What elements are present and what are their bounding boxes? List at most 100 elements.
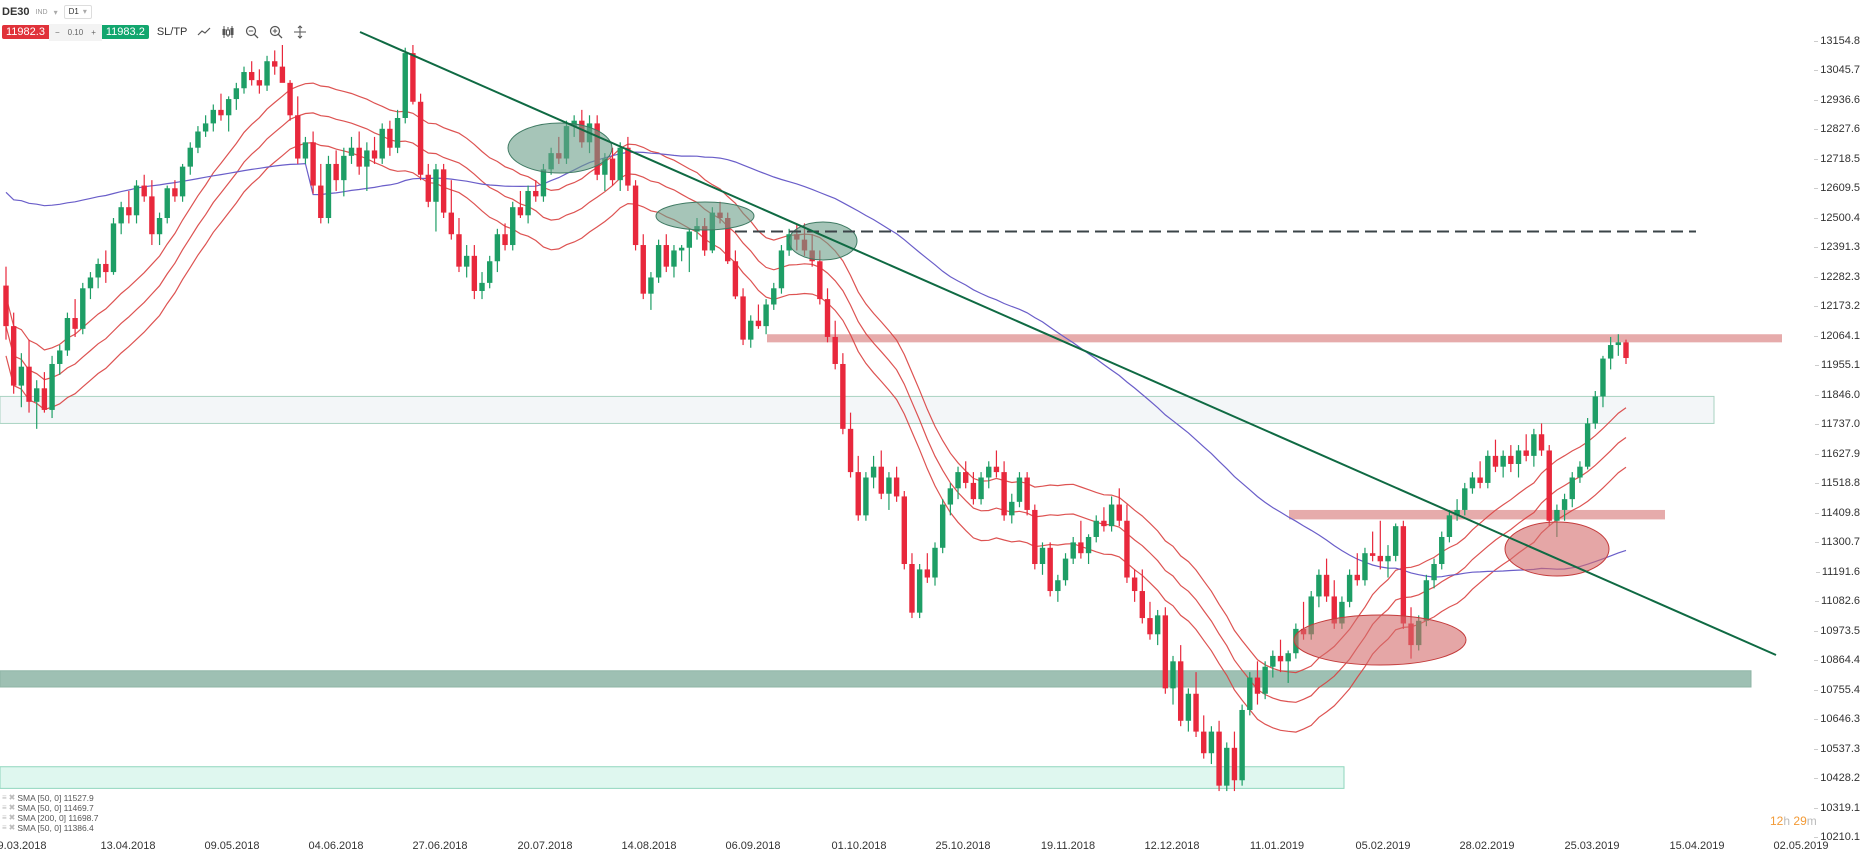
crosshair-icon[interactable] [293,25,307,39]
legend-label: SMA [50, 0] 11386.4 [17,823,94,833]
candle [939,504,946,548]
close-icon[interactable]: ✖ [8,813,16,822]
candle [471,255,478,291]
candle [1216,731,1222,786]
date-tick: 06.09.2018 [725,840,781,852]
candle [1062,558,1069,581]
sell-button[interactable]: 11982.3 [2,25,49,39]
candle [87,277,94,289]
candle [671,250,677,267]
zone-light [0,395,1715,424]
date-tick: 13.04.2018 [100,840,156,852]
candle [1247,677,1253,710]
candle [463,255,470,267]
candle [1339,601,1345,624]
candle [1177,661,1184,721]
candle [1208,731,1215,754]
price-axis[interactable]: 13154.8 13045.7 12936.6 12827.6 12718.5 12609… [1808,0,1868,855]
candle [1277,655,1284,662]
lot-plus-button[interactable]: + [91,27,96,37]
legend-item: ≡ ✖ SMA [50, 0] 11469.7 [2,803,99,813]
green-highlight-ellipse [507,122,613,174]
candle [1485,455,1491,483]
sltp-button[interactable]: SL/TP [156,26,188,38]
candle [1569,477,1575,500]
trade-toolbar: DE30 IND ▾ D1 ▾ 11982.3 − 0.10 + 11983.2 … [2,4,307,41]
buy-button[interactable]: 11983.2 [101,25,149,39]
indicator-legend: ≡ ✖ SMA [50, 0] 11527.9 ≡ ✖ SMA [50, 0] 1146… [2,793,99,833]
candle [1024,477,1030,510]
candle [18,366,25,386]
candle [1423,580,1430,621]
candle [1262,666,1268,694]
candle [440,169,447,213]
candle [272,61,278,67]
candle [632,185,639,246]
price-tick: 12609.5 [1814,182,1860,195]
candle [187,147,193,167]
settings-icon[interactable]: ≡ [2,793,7,802]
candle [955,472,961,489]
resistance-band-low [1289,509,1665,520]
candle [80,288,86,329]
symbol-label[interactable]: DE30 [2,6,30,18]
price-tick: 11627.9 [1815,447,1860,460]
candle [1009,501,1015,516]
candle [110,223,117,273]
chevron-down-icon[interactable]: ▾ [53,7,58,17]
candle [947,488,954,505]
instrument-type: IND [35,8,48,16]
lot-size-value[interactable]: 0.10 [67,27,84,37]
candle [1147,618,1153,635]
price-tick: 12936.6 [1814,93,1860,106]
candle [156,218,163,235]
candle [1500,455,1506,467]
candle [1392,526,1399,556]
candle [417,101,424,175]
candle [932,547,938,578]
candle [924,569,931,578]
lot-size-stepper[interactable]: − 0.10 + [48,23,102,41]
candle [778,250,785,289]
candle [1032,509,1038,565]
settings-icon[interactable]: ≡ [2,823,7,832]
candle [118,207,124,224]
candle [1607,345,1614,359]
lot-minus-button[interactable]: − [54,27,60,37]
candle [448,212,455,235]
price-tick: 11082.6 [1815,595,1860,608]
candle [1039,547,1046,565]
price-tick: 11846.0 [1815,388,1860,401]
candle [202,123,209,132]
candle [1592,396,1598,424]
price-tick: 12282.3 [1814,270,1860,283]
trend-icon[interactable] [197,25,211,39]
close-icon[interactable]: ✖ [8,823,16,832]
zoom-out-icon[interactable] [245,25,259,39]
settings-icon[interactable]: ≡ [2,813,7,822]
zoom-in-icon[interactable] [269,25,283,39]
candle [494,234,501,262]
settings-icon[interactable]: ≡ [2,803,7,812]
candle [1385,555,1391,562]
price-tick: 11518.8 [1815,477,1860,490]
candles-icon[interactable] [221,25,235,39]
candle [602,158,608,175]
candle [310,142,316,186]
candle [1239,709,1245,781]
candle [1439,536,1445,565]
candle [678,247,685,251]
close-icon[interactable]: ✖ [8,793,16,802]
price-tick: 12064.1 [1814,329,1860,342]
close-icon[interactable]: ✖ [8,803,16,812]
candle [878,466,884,494]
candle [625,147,631,186]
candle [95,263,101,278]
candle [502,234,508,246]
candle [233,88,240,100]
timeframe-select[interactable]: D1 ▾ [63,5,92,19]
date-tick: 04.06.2018 [308,840,364,852]
chevron-down-icon: ▾ [82,7,87,16]
candle [1600,358,1606,397]
